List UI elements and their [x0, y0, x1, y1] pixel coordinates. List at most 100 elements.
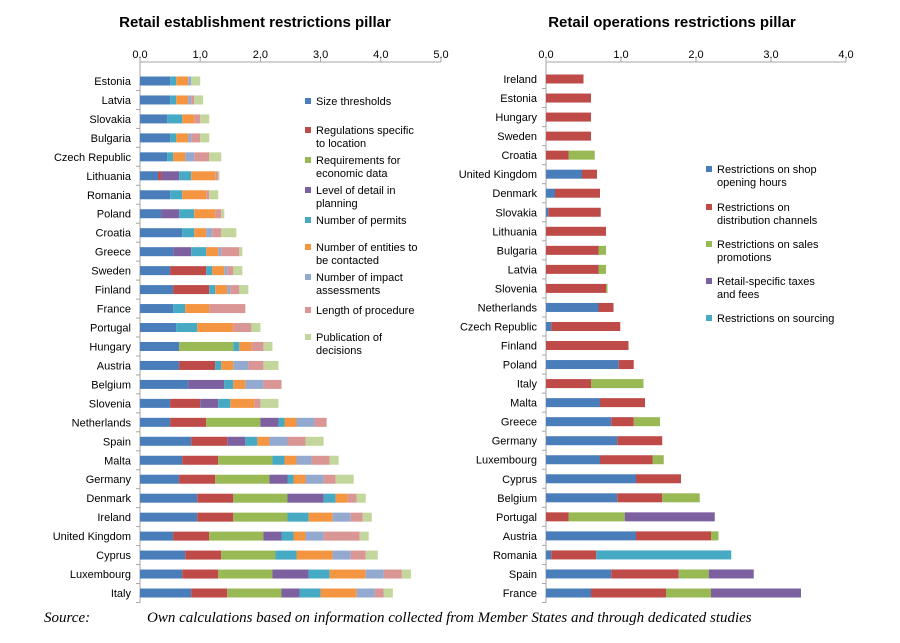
- bar-spain-level-of-detail-in-planning: [227, 436, 246, 446]
- bar-germany-number-of-permits: [287, 474, 294, 484]
- bar-italy-restrictions-on-distribution-channels: [546, 379, 591, 389]
- legend-label-requirements-for-economic-data: Requirements for economic data: [316, 155, 401, 180]
- bar-france-restrictions-on-shop-opening-hours: [546, 588, 591, 598]
- category-label-netherlands: Netherlands: [478, 302, 538, 314]
- bar-estonia-number-of-permits: [170, 76, 177, 86]
- bar-spain-regulations-specific-to-location: [191, 436, 228, 446]
- bar-slovakia-restrictions-on-distribution-channels: [548, 207, 601, 217]
- bar-malta-restrictions-on-distribution-channels: [600, 398, 645, 408]
- bar-croatia-length-of-procedure: [212, 228, 222, 238]
- bar-romania-size-thresholds: [140, 190, 171, 200]
- bar-bulgaria-length-of-procedure: [191, 133, 201, 143]
- bar-cyprus-regulations-specific-to-location: [185, 550, 222, 560]
- bar-lithuania-number-of-entities-to-be-contacted: [191, 171, 216, 181]
- bar-netherlands-number-of-entities-to-be-contacted: [284, 417, 297, 427]
- bar-luxembourg-restrictions-on-sales-promotions: [652, 455, 664, 465]
- bar-netherlands-level-of-detail-in-planning: [260, 417, 279, 427]
- bar-ireland-publication-of-decisions: [362, 512, 372, 522]
- bar-netherlands-restrictions-on-shop-opening-hours: [546, 302, 599, 312]
- bar-germany-regulations-specific-to-location: [179, 474, 216, 484]
- bar-belgium-number-of-impact-assessments: [245, 379, 264, 389]
- bar-belgium-number-of-entities-to-be-contacted: [233, 379, 246, 389]
- bar-denmark-restrictions-on-distribution-channels: [555, 188, 600, 198]
- bar-luxembourg-size-thresholds: [140, 569, 183, 579]
- bar-denmark-length-of-procedure: [347, 493, 357, 503]
- bar-malta-number-of-impact-assessments: [296, 455, 312, 465]
- bar-romania-length-of-procedure: [206, 190, 210, 200]
- bar-slovakia-number-of-entities-to-be-contacted: [182, 114, 195, 124]
- bar-austria-restrictions-on-sales-promotions: [711, 531, 719, 541]
- bar-netherlands-regulations-specific-to-location: [170, 417, 207, 427]
- category-label-spain: Spain: [509, 569, 537, 581]
- legend-swatch-regulations-specific-to-location: [305, 127, 311, 133]
- bar-lithuania-publication-of-decisions: [218, 171, 220, 181]
- category-label-czech-republic: Czech Republic: [460, 321, 538, 333]
- bar-germany-publication-of-decisions: [335, 474, 354, 484]
- bar-ireland-number-of-impact-assessments: [332, 512, 351, 522]
- bar-bulgaria-number-of-impact-assessments: [188, 133, 192, 143]
- legend-label-restrictions-on-sourcing: Restrictions on sourcing: [717, 313, 834, 325]
- bar-malta-size-thresholds: [140, 455, 183, 465]
- bar-spain-restrictions-on-distribution-channels: [611, 569, 679, 579]
- bar-croatia-restrictions-on-distribution-channels: [546, 150, 569, 160]
- category-label-bulgaria: Bulgaria: [497, 245, 538, 257]
- bar-netherlands-restrictions-on-distribution-channels: [598, 302, 614, 312]
- bar-italy-restrictions-on-sales-promotions: [591, 379, 644, 389]
- bar-portugal-number-of-entities-to-be-contacted: [197, 323, 234, 333]
- bar-greece-number-of-impact-assessments: [218, 247, 222, 257]
- legend-label-level-of-detail-in-planning: Level of detail in planning: [316, 185, 396, 210]
- bar-portugal-publication-of-decisions: [251, 323, 261, 333]
- legend-swatch-number-of-permits: [305, 217, 311, 223]
- legend-swatch-restrictions-on-sales-promotions: [706, 241, 712, 247]
- bar-sweden-size-thresholds: [140, 266, 171, 276]
- bar-greece-number-of-entities-to-be-contacted: [206, 247, 219, 257]
- bar-belgium-restrictions-on-sales-promotions: [662, 493, 700, 503]
- bar-finland-restrictions-on-distribution-channels: [546, 341, 629, 351]
- bar-portugal-number-of-permits: [176, 323, 198, 333]
- bar-hungary-restrictions-on-distribution-channels: [546, 112, 591, 122]
- charts-canvas: Retail establishment restrictions pillar…: [53, 14, 854, 604]
- bar-latvia-length-of-procedure: [191, 95, 195, 105]
- category-label-united-kingdom: United Kingdom: [53, 531, 131, 543]
- bar-cyprus-restrictions-on-distribution-channels: [636, 474, 681, 484]
- bar-belgium-restrictions-on-distribution-channels: [617, 493, 663, 503]
- category-label-cyprus: Cyprus: [96, 550, 131, 562]
- category-label-france: France: [97, 304, 131, 316]
- category-label-finland: Finland: [501, 341, 537, 353]
- bar-romania-restrictions-on-shop-opening-hours: [546, 550, 552, 560]
- bar-croatia-publication-of-decisions: [221, 228, 237, 238]
- bar-poland-level-of-detail-in-planning: [161, 209, 180, 219]
- bar-slovenia-restrictions-on-sales-promotions: [606, 283, 608, 293]
- category-label-france: France: [503, 588, 537, 600]
- x-tick-label: 4.0: [373, 49, 388, 61]
- category-label-austria: Austria: [97, 360, 132, 372]
- x-tick-label: 4.0: [838, 49, 853, 61]
- x-tick-label: 0.0: [132, 49, 147, 61]
- category-label-denmark: Denmark: [86, 493, 131, 505]
- bar-czech-republic-number-of-entities-to-be-contacted: [173, 152, 186, 162]
- legend-label-number-of-impact-assessments: Number of impact assessments: [316, 272, 403, 297]
- x-tick-label: 1.0: [613, 49, 628, 61]
- chart-title: Retail operations restrictions pillar: [548, 14, 796, 31]
- legend-swatch-number-of-impact-assessments: [305, 274, 311, 280]
- bar-slovenia-regulations-specific-to-location: [170, 398, 201, 408]
- x-tick-label: 1.0: [193, 49, 208, 61]
- bar-finland-publication-of-decisions: [239, 285, 249, 295]
- bar-italy-number-of-permits: [299, 588, 321, 598]
- category-label-cyprus: Cyprus: [502, 474, 537, 486]
- bar-luxembourg-number-of-impact-assessments: [365, 569, 384, 579]
- bar-sweden-number-of-permits: [206, 266, 213, 276]
- bar-finland-size-thresholds: [140, 285, 174, 295]
- bar-slovakia-restrictions-on-shop-opening-hours: [546, 207, 549, 217]
- category-label-portugal: Portugal: [90, 323, 131, 335]
- bar-slovenia-level-of-detail-in-planning: [200, 398, 219, 408]
- bar-united-kingdom-size-thresholds: [140, 531, 174, 541]
- category-label-italy: Italy: [517, 379, 538, 391]
- category-label-lithuania: Lithuania: [86, 171, 132, 183]
- bar-greece-restrictions-on-sales-promotions: [633, 417, 660, 427]
- bar-portugal-size-thresholds: [140, 323, 177, 333]
- bar-hungary-number-of-entities-to-be-contacted: [239, 341, 252, 351]
- bar-austria-number-of-entities-to-be-contacted: [221, 360, 234, 370]
- category-label-sweden: Sweden: [497, 131, 537, 143]
- bar-luxembourg-restrictions-on-distribution-channels: [600, 455, 653, 465]
